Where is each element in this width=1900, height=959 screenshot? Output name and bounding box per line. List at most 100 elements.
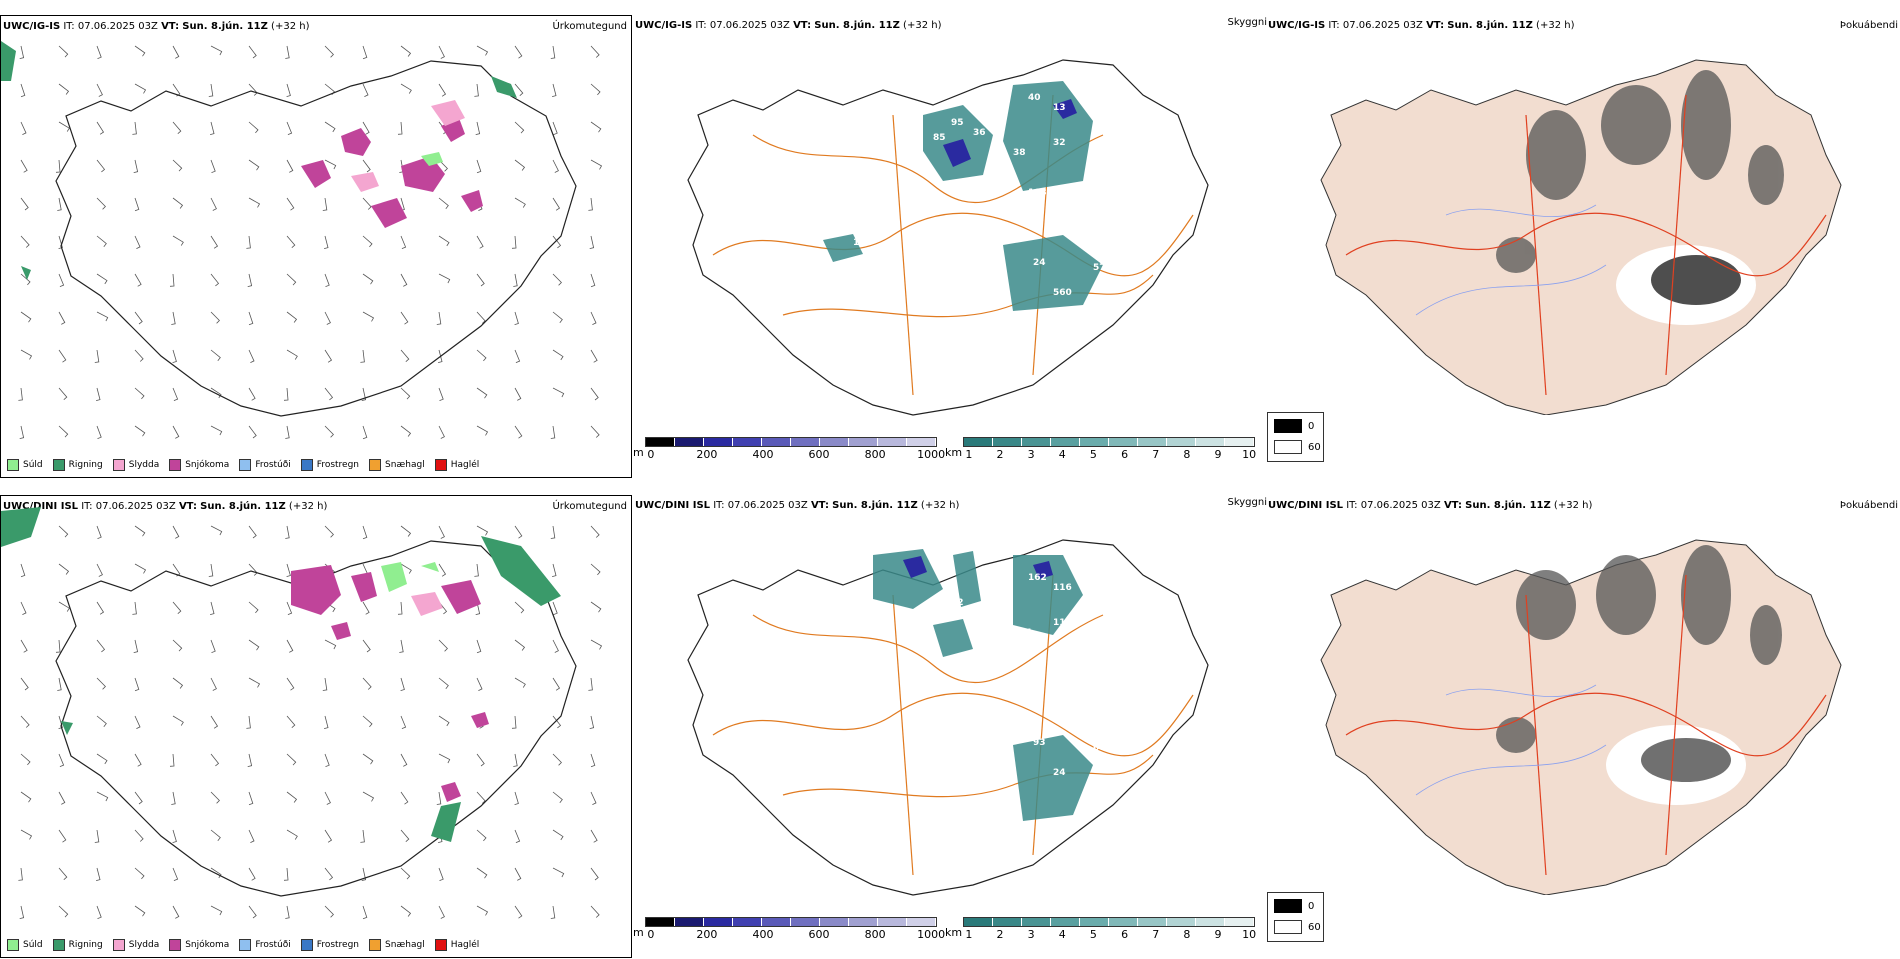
visibility-value-label: 30 [1028,668,1041,678]
wind-barb [514,905,523,919]
wind-barb [172,159,183,172]
wind-barb [397,601,403,615]
wind-barb [248,387,256,401]
wind-barb [322,197,328,211]
wind-barb [58,425,69,438]
visibility-panel-2: UWC/DINI ISL IT: 07.06.2025 03Z VT: Sun.… [633,495,1267,958]
wind-barb [400,83,412,94]
wind-barb [324,159,337,170]
legend-item: Snjókoma [169,939,229,951]
wind-barb [20,83,26,98]
wind-barb [550,905,556,919]
colorbar-cell [1225,438,1254,446]
wind-barb [248,639,260,651]
wind-barb [58,235,63,249]
wind-barb [172,829,177,843]
panel-header: UWC/IG-IS IT: 07.06.2025 03Z VT: Sun. 8.… [635,20,942,31]
wind-barb [514,867,522,881]
wind-barb [400,829,410,843]
wind-barb [438,905,445,919]
wind-barb [476,829,487,842]
wind-barb [247,273,253,287]
wind-barb [134,425,146,437]
colorbar-cell [1022,918,1051,926]
wind-barb [248,159,260,171]
wind-barb [360,349,365,363]
wind-barb [20,235,30,248]
wind-barb [210,45,223,56]
wind-barb [18,867,23,881]
wind-barb [210,349,221,361]
wind-barb [20,273,31,286]
colorbar-cell [878,438,907,446]
visibility-value-label: 560 [1053,288,1072,298]
wind-barb [171,791,176,805]
wind-barb [210,273,220,287]
wind-barb [96,867,101,881]
wind-barb [20,601,27,615]
wind-barb [438,45,445,59]
legend-item: Snjókoma [169,459,229,471]
wind-barb [58,829,67,843]
wind-barb [590,639,603,650]
wind-barb [514,525,523,539]
wind-barb [94,349,100,363]
wind-barb [438,387,444,401]
wind-barb [476,45,489,56]
panel-header: UWC/IG-IS IT: 07.06.2025 03Z VT: Sun. 8.… [1268,20,1575,31]
wind-barb [362,639,371,653]
wind-barb [58,83,70,95]
colorbar-tick: 6 [1121,928,1129,941]
visibility-value-label: 85 [933,133,946,143]
wind-barb [210,753,220,767]
wind-barb [172,525,180,539]
wind-barb [134,677,140,692]
legend-label: Rigning [68,460,103,470]
wind-barb [550,45,556,59]
wind-barb [172,715,184,726]
wind-barb [438,425,445,439]
wind-barb [210,121,215,135]
wind-barb [286,159,294,173]
colorbar-cell [1138,918,1167,926]
wind-barb [513,753,518,767]
wind-barb [96,525,102,539]
wind-barb [96,235,107,247]
wind-barb [20,639,28,653]
wind-barb [20,829,33,840]
wind-barb [362,791,375,802]
wind-barb [590,791,597,805]
wind-barb [172,235,184,246]
wind-barb [96,677,106,690]
wind-barb [552,235,562,249]
wind-barb [210,525,223,536]
wind-barb [400,425,412,437]
wind-barb [172,121,182,135]
wind-barb [476,753,485,767]
wind-barb [590,159,603,170]
wind-barb [210,715,219,729]
wind-barb [400,525,412,537]
visibility-value-label: 1 [1093,238,1099,248]
colorbar-cell [964,918,993,926]
visibility-value-label: 40 [973,608,986,618]
colorbar-tick: 800 [864,448,886,461]
colorbar-tick: 9 [1214,928,1222,941]
wind-barb [588,677,593,691]
visibility-m-colorbar: 0 200 400 600 800 1000 m [633,917,945,941]
visibility-value-label: 164 [1013,628,1032,638]
wind-barb [514,425,523,439]
legend-swatch [369,939,382,951]
wind-barb [134,235,141,249]
colorbar-tick: 10 [1242,448,1257,461]
panel-header: UWC/DINI ISL IT: 07.06.2025 03Z VT: Sun.… [3,501,328,512]
wind-barb [514,83,524,97]
legend-item: Frostregn [300,939,359,951]
wind-barb [324,387,334,401]
wind-barb [58,601,70,612]
wind-barb [324,905,334,918]
precip-map [1,41,603,440]
precip-map [1,507,603,920]
visibility-value-label: 57 [1093,263,1106,273]
wind-barb [552,121,558,135]
